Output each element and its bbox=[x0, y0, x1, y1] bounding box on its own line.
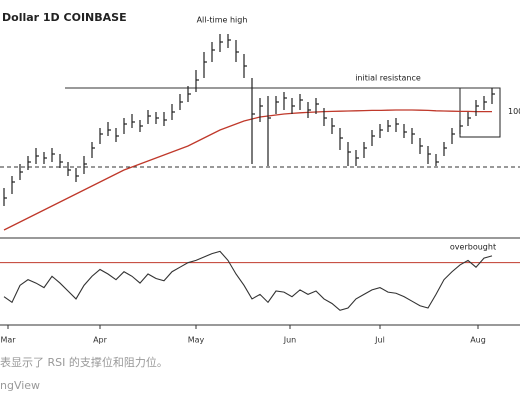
caption: 表显示了 RSI 的支撑位和阻力位。 bbox=[0, 355, 168, 369]
price-label: 100 bbox=[508, 107, 520, 116]
highlight-box bbox=[459, 87, 501, 138]
x-tick-label: May bbox=[188, 336, 205, 345]
moving-average bbox=[3, 109, 492, 231]
rsi-line bbox=[3, 250, 493, 311]
source: ngView bbox=[0, 379, 40, 392]
resistance-label: initial resistance bbox=[355, 74, 421, 83]
x-tick-label: Jul bbox=[374, 336, 385, 345]
ath-label: All-time high bbox=[197, 16, 248, 25]
chart-title: Dollar 1D COINBASE bbox=[2, 11, 127, 24]
overbought-label: overbought bbox=[450, 243, 496, 252]
x-tick-label: Mar bbox=[0, 336, 16, 345]
x-tick-label: Jun bbox=[283, 336, 297, 345]
x-tick-label: Aug bbox=[470, 336, 486, 345]
x-tick-label: Apr bbox=[93, 336, 108, 345]
